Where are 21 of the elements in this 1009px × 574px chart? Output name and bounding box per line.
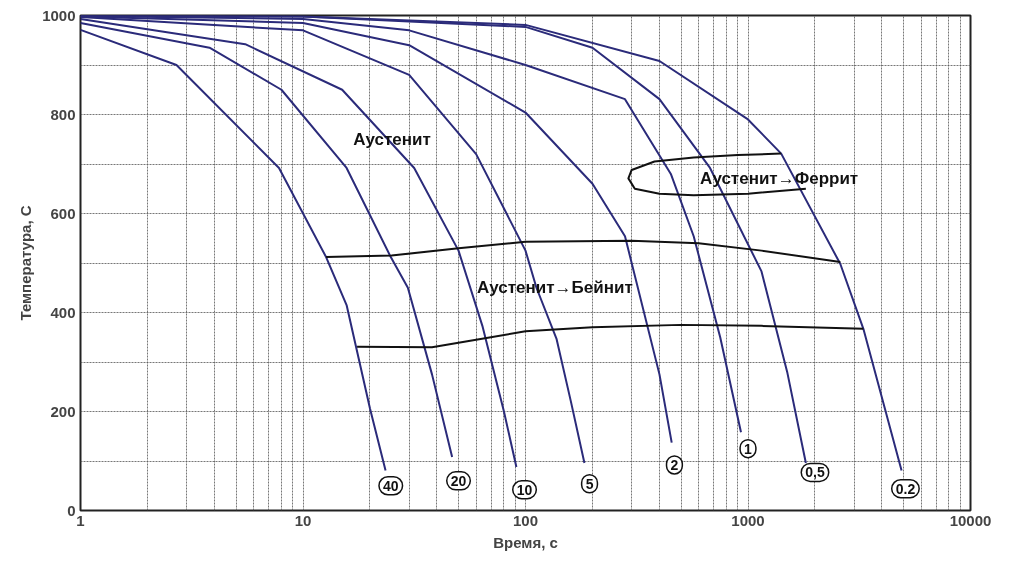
annotation: 0.2 bbox=[895, 480, 916, 497]
x-tick-label: 1000 bbox=[731, 511, 765, 529]
y-tick-label: 1000 bbox=[42, 6, 76, 24]
annotation: 5 bbox=[585, 475, 594, 492]
annotation: 1 bbox=[744, 440, 753, 457]
annotation: 0,5 bbox=[805, 464, 825, 481]
x-tick-label: 10000 bbox=[949, 511, 992, 529]
x-axis-title: Время, с bbox=[493, 533, 558, 551]
annotation: 2 bbox=[670, 456, 679, 473]
y-tick-label: 400 bbox=[50, 303, 76, 321]
y-tick-label: 600 bbox=[50, 204, 76, 222]
annotation: 40 bbox=[382, 477, 399, 494]
y-tick-label: 200 bbox=[50, 402, 76, 420]
y-tick-label: 800 bbox=[50, 105, 76, 123]
y-axis-title: Температура, С bbox=[17, 205, 35, 321]
x-tick-label: 1 bbox=[76, 511, 85, 529]
y-tick-label: 0 bbox=[67, 501, 76, 519]
annotation: 10 bbox=[516, 481, 533, 498]
x-tick-label: 10 bbox=[294, 511, 312, 529]
x-tick-label: 100 bbox=[512, 511, 539, 529]
annotation: 20 bbox=[450, 472, 467, 489]
